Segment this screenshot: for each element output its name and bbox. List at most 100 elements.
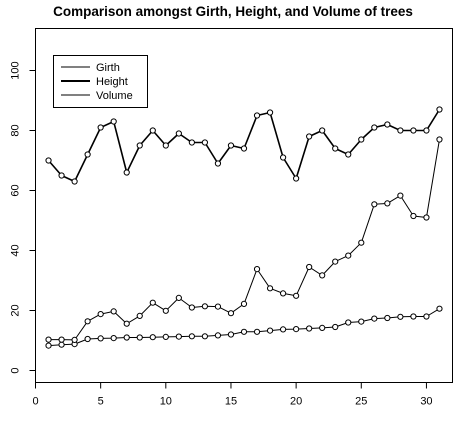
data-point-girth [384, 314, 391, 322]
x-tick-label: 15 [225, 396, 237, 408]
data-point-height [384, 121, 391, 128]
data-point-girth [279, 326, 287, 333]
data-point-girth [136, 334, 143, 341]
data-point-height [84, 151, 91, 158]
data-point-height [71, 178, 78, 185]
data-point-height [332, 145, 339, 152]
data-point-height [110, 118, 117, 125]
data-point-girth [45, 342, 52, 349]
data-point-height [58, 172, 65, 179]
data-point-volume [423, 214, 430, 221]
data-point-height [345, 151, 352, 158]
axes: 0 5 10 15 20 25 30 0 20 40 60 80 100 [10, 61, 433, 407]
y-tick-label: 20 [10, 304, 22, 316]
data-point-volume [345, 252, 352, 259]
data-point-girth [227, 331, 235, 338]
plot-frame [35, 28, 453, 383]
data-point-volume [410, 212, 417, 220]
data-point-height [436, 106, 443, 113]
data-point-volume [358, 239, 365, 246]
data-point-volume [240, 300, 248, 307]
data-point-volume [332, 258, 339, 265]
data-point-volume [436, 136, 443, 143]
x-tick-label: 25 [355, 396, 367, 408]
data-point-girth [332, 323, 339, 331]
chart-title: Comparison amongst Girth, Height, and Vo… [53, 4, 413, 19]
data-point-height [227, 142, 235, 149]
data-point-girth [201, 333, 209, 340]
data-point-volume [136, 312, 143, 319]
data-point-height [371, 124, 378, 131]
data-point-girth [293, 326, 300, 333]
data-point-volume [371, 201, 378, 208]
data-point-girth [345, 319, 352, 326]
legend: Girth Height Volume [53, 55, 148, 108]
data-point-height [45, 157, 52, 164]
y-tick-label: 80 [10, 124, 22, 136]
y-tick-label: 100 [10, 61, 22, 79]
x-tick-label: 10 [160, 396, 172, 408]
data-point-girth [371, 315, 378, 322]
data-point-volume [293, 292, 300, 299]
data-point-girth [319, 324, 326, 331]
y-tick-label: 40 [10, 244, 22, 256]
data-point-volume [201, 303, 209, 310]
data-point-girth [306, 325, 313, 332]
data-point-volume [58, 336, 65, 343]
data-point-volume [384, 200, 391, 207]
data-point-volume [71, 336, 78, 343]
data-point-girth [214, 332, 222, 339]
data-point-volume [306, 263, 313, 271]
data-point-girth [253, 328, 261, 335]
data-point-girth [188, 333, 195, 340]
data-point-height [188, 139, 195, 146]
data-point-volume [175, 294, 182, 301]
data-point-girth [410, 313, 417, 320]
data-point-volume [162, 307, 169, 314]
data-point-volume [97, 311, 104, 318]
y-tick-label: 0 [10, 367, 22, 373]
data-point-volume [319, 272, 326, 279]
series-lines [47, 109, 441, 347]
data-point-height [253, 112, 261, 119]
data-point-height [136, 142, 143, 149]
data-point-height [410, 127, 417, 134]
data-point-girth [240, 328, 248, 335]
data-point-height [162, 142, 169, 149]
data-point-height [397, 127, 404, 134]
data-point-height [293, 175, 300, 182]
legend-label-height: Height [96, 76, 128, 88]
data-point-girth [58, 341, 65, 348]
data-point-height [358, 136, 365, 143]
data-point-volume [266, 285, 274, 292]
data-point-girth [266, 327, 274, 334]
data-point-volume [149, 299, 156, 306]
data-point-volume [279, 290, 287, 297]
data-point-volume [84, 318, 91, 325]
data-point-height [149, 127, 156, 134]
data-point-girth [175, 333, 182, 340]
x-tick-label: 0 [32, 396, 38, 408]
x-tick-label: 5 [98, 396, 104, 408]
data-point-height [175, 130, 182, 137]
data-point-girth [358, 318, 365, 325]
data-point-volume [253, 266, 261, 273]
data-point-height [279, 154, 287, 161]
data-point-height [240, 145, 248, 152]
legend-label-girth: Girth [96, 62, 120, 74]
data-point-girth [397, 313, 404, 320]
data-point-height [97, 124, 104, 131]
data-point-volume [45, 336, 52, 343]
data-point-girth [423, 313, 430, 320]
data-point-girth [123, 334, 130, 341]
data-point-height [201, 139, 209, 146]
data-point-volume [227, 310, 235, 317]
data-point-volume [110, 308, 117, 315]
legend-label-volume: Volume [96, 90, 133, 102]
data-point-height [423, 127, 430, 134]
data-point-girth [162, 333, 169, 340]
data-point-girth [84, 335, 91, 343]
data-point-volume [123, 320, 130, 327]
series-line-volume [48, 139, 440, 341]
series-line-girth [48, 308, 440, 347]
